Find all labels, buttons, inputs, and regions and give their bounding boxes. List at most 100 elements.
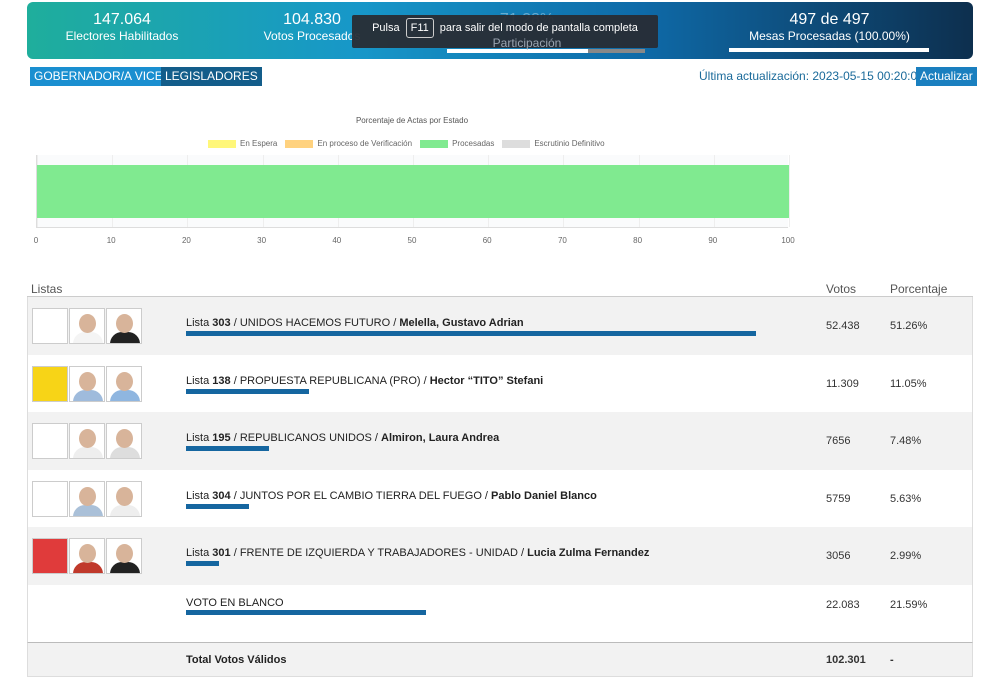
percent-value: 2.99% <box>890 550 922 562</box>
list-name: Lista 304 / JUNTOS POR EL CAMBIO TIERRA … <box>186 489 597 502</box>
party-logo <box>32 423 68 459</box>
total-label: Total Votos Válidos <box>186 654 287 666</box>
party-logo <box>32 480 68 517</box>
legend-swatch <box>285 139 314 148</box>
list-name: Lista 303 / UNIDOS HACEMOS FUTURO / Mele… <box>186 317 524 329</box>
header-porcentaje: Porcentaje <box>890 282 948 296</box>
stat-mesas: 497 de 497 Mesas Procesadas (100.00%) <box>717 11 942 43</box>
table-row: Lista 303 / UNIDOS HACEMOS FUTURO / Mele… <box>27 297 973 355</box>
chart-legend: En Espera En proceso de Verificación Proce… <box>208 139 605 148</box>
party-images <box>32 480 142 517</box>
chart-title: Porcentaje de Actas por Estado <box>355 116 469 125</box>
tab-legisladores[interactable]: LEGISLADORES <box>161 67 262 86</box>
percent-value: 21.59% <box>890 598 928 611</box>
votes-value: 3056 <box>826 550 851 562</box>
header-listas: Listas <box>31 282 63 296</box>
x-tick-label: 70 <box>557 236 567 245</box>
party-images <box>32 308 142 344</box>
candidate-photo <box>69 308 105 344</box>
results-table: Lista 303 / UNIDOS HACEMOS FUTURO / Mele… <box>27 296 973 677</box>
mesas-value: 497 de 497 <box>789 11 870 28</box>
x-tick-label: 10 <box>106 236 116 245</box>
percent-value: 51.26% <box>890 320 928 332</box>
vote-bar <box>186 609 427 615</box>
percent-value: 5.63% <box>890 492 922 505</box>
total-pct: - <box>890 654 894 666</box>
party-images <box>32 365 142 402</box>
legend-label: En Espera <box>240 139 278 148</box>
electores-value: 147.064 <box>93 11 151 28</box>
x-tick-label: 0 <box>33 236 39 245</box>
x-tick-label: 30 <box>257 236 267 245</box>
stat-votos: 104.830 Votos Procesados <box>252 11 372 43</box>
table-row: Lista 304 / JUNTOS POR EL CAMBIO TIERRA … <box>27 469 973 527</box>
legend-label: En proceso de Verificación <box>317 139 413 148</box>
x-tick-label: 100 <box>781 236 795 245</box>
update-button[interactable]: Actualizar <box>916 67 977 86</box>
legend-item[interactable]: Procesadas <box>420 139 494 148</box>
mesas-label: Mesas Procesadas (100.00%) <box>749 29 910 43</box>
participacion-progress <box>447 49 645 53</box>
candidate-photo <box>106 308 142 344</box>
candidate-photo <box>69 423 105 459</box>
legend-item[interactable]: Escrutinio Definitivo <box>502 139 605 148</box>
participacion-label: Participación <box>492 36 562 50</box>
votes-value: 11.309 <box>826 377 859 390</box>
chart-plot <box>36 155 790 228</box>
legend-item[interactable]: En Espera <box>208 139 277 148</box>
tab-gobernador[interactable]: GOBERNADOR/A VICE <box>30 67 167 86</box>
table-row: Lista 195 / REPUBLICANOS UNIDOS / Almiro… <box>27 412 973 470</box>
legend-label: Escrutinio Definitivo <box>534 139 605 148</box>
candidate-photo <box>106 538 142 574</box>
x-tick-label: 50 <box>407 236 417 245</box>
votos-value: 104.830 <box>283 11 341 28</box>
total-row: Total Votos Válidos 102.301 - <box>27 642 973 677</box>
grid-line <box>789 155 790 227</box>
vote-bar <box>186 561 220 566</box>
bar-procesadas <box>37 165 789 218</box>
legend-swatch <box>208 139 236 148</box>
votes-value: 5759 <box>826 492 851 505</box>
legend-item[interactable]: En proceso de Verificación <box>285 139 412 148</box>
candidate-photo <box>106 480 142 517</box>
party-images <box>32 538 142 574</box>
x-tick-label: 80 <box>633 236 643 245</box>
legend-swatch <box>420 139 449 148</box>
candidate-photo <box>106 365 142 402</box>
vote-bar <box>186 446 270 451</box>
table-row: Lista 301 / FRENTE DE IZQUIERDA Y TRABAJ… <box>27 527 973 585</box>
candidate-photo <box>69 480 105 517</box>
blank-vote-row: VOTO EN BLANCO 22.083 21.59% <box>27 584 973 642</box>
vote-bar <box>186 503 249 509</box>
x-tick-label: 90 <box>708 236 718 245</box>
x-tick-label: 40 <box>332 236 342 245</box>
list-name: Lista 301 / FRENTE DE IZQUIERDA Y TRABAJ… <box>186 547 650 559</box>
votes-value: 52.438 <box>826 320 860 332</box>
last-update: Última actualización: 2023-05-15 00:20:0… <box>699 69 924 83</box>
fullscreen-notice: Pulsa F11 para salir del modo de pantall… <box>352 15 658 48</box>
header-votos: Votos <box>826 282 857 296</box>
votos-label: Votos Procesados <box>263 29 361 43</box>
candidate-photo <box>69 538 105 574</box>
stat-electores: 147.064 Electores Habilitados <box>62 11 182 43</box>
percent-value: 11.05% <box>890 377 927 390</box>
electores-label: Electores Habilitados <box>65 29 179 43</box>
votes-value: 7656 <box>826 435 851 447</box>
candidate-photo <box>69 365 105 402</box>
list-name: Lista 138 / PROPUESTA REPUBLICANA (PRO) … <box>186 374 544 387</box>
blank-label: VOTO EN BLANCO <box>186 596 284 609</box>
x-tick-label: 60 <box>482 236 492 245</box>
x-tick-label: 20 <box>181 236 191 245</box>
percent-value: 7.48% <box>890 435 922 447</box>
candidate-photo <box>106 423 142 459</box>
list-name: Lista 195 / REPUBLICANOS UNIDOS / Almiro… <box>186 432 500 444</box>
votes-value: 22.083 <box>826 598 860 611</box>
notice-key: F11 <box>405 17 434 38</box>
party-logo <box>32 538 68 574</box>
legend-label: Procesadas <box>452 139 495 148</box>
total-votes: 102.301 <box>826 654 866 666</box>
party-images <box>32 423 142 459</box>
vote-bar <box>186 331 756 336</box>
party-logo <box>32 308 68 344</box>
notice-post: para salir del modo de pantalla completa <box>439 21 638 34</box>
